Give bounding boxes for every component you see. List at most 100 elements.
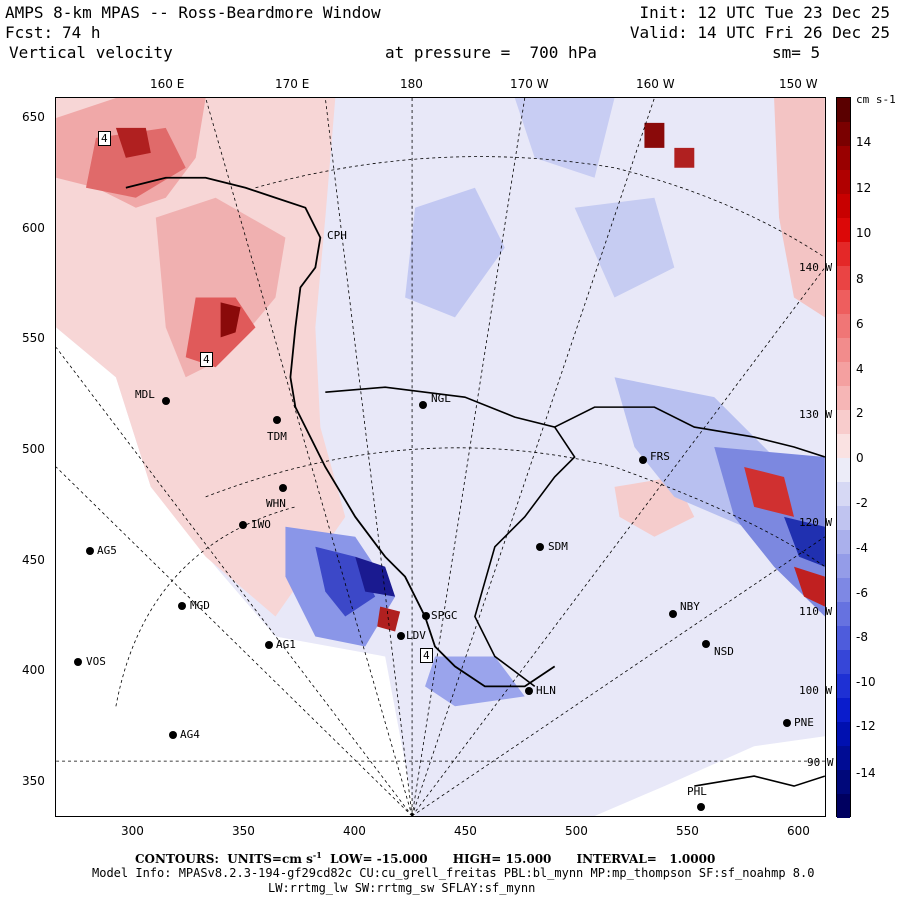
- x-tick-label: 450: [454, 824, 477, 838]
- negative-region: [425, 656, 525, 707]
- colorbar-tick-label: 4: [856, 362, 864, 376]
- positive-region: [155, 197, 286, 378]
- y-tick-label: 350: [22, 774, 45, 788]
- colorbar: [836, 97, 851, 818]
- positive-region: [674, 147, 695, 168]
- top-lon-label: 170 W: [510, 77, 549, 91]
- colorbar-segment: [837, 770, 850, 794]
- contour-label: 4: [420, 648, 433, 663]
- station-label: VOS: [86, 655, 106, 668]
- colorbar-segment: [837, 242, 850, 266]
- positive-region: [220, 302, 241, 338]
- colorbar-segment: [837, 314, 850, 338]
- colorbar-tick-label: 2: [856, 406, 864, 420]
- colorbar-segment: [837, 266, 850, 290]
- station-label: MDL: [135, 388, 155, 401]
- y-tick-label: 450: [22, 553, 45, 567]
- colorbar-tick-label: -4: [856, 541, 868, 555]
- colorbar-segment: [837, 98, 850, 122]
- interior-lon-label: 120 W: [799, 516, 833, 529]
- colorbar-segment: [837, 674, 850, 698]
- station-label: CPH: [327, 229, 347, 242]
- init-time: Init: 12 UTC Tue 23 Dec 25: [639, 3, 890, 22]
- pressure-level: at pressure = 700 hPa: [385, 43, 597, 62]
- y-tick-label: 500: [22, 442, 45, 456]
- colorbar-segment: [837, 290, 850, 314]
- interior-lon-label: 100 W: [799, 684, 833, 697]
- interior-lon-label: 140 W: [799, 261, 833, 274]
- colorbar-tick-label: 14: [856, 135, 872, 149]
- colorbar-tick-label: 10: [856, 226, 872, 240]
- colorbar-segment: [837, 650, 850, 674]
- station-marker: [279, 484, 287, 492]
- colorbar-segment: [837, 338, 850, 362]
- colorbar-segment: [837, 194, 850, 218]
- colorbar-tick-label: 12: [856, 181, 872, 195]
- map-title: AMPS 8-km MPAS -- Ross-Beardmore Window: [5, 3, 381, 22]
- colorbar-segment: [837, 794, 850, 818]
- coastline: [694, 775, 825, 787]
- colorbar-segment: [837, 722, 850, 746]
- station-marker: [169, 731, 177, 739]
- colorbar-segment: [837, 362, 850, 386]
- station-label: FRS: [650, 450, 670, 463]
- station-marker: [639, 456, 647, 464]
- colorbar-segment: [837, 698, 850, 722]
- station-marker: [239, 521, 247, 529]
- colorbar-segment: [837, 170, 850, 194]
- model-info-physics: LW:rrtmg_lw SW:rrtmg_sw SFLAY:sf_mynn: [268, 881, 536, 895]
- colorbar-segment: [837, 530, 850, 554]
- station-marker: [697, 803, 705, 811]
- forecast-hour: 74 h: [62, 23, 101, 42]
- colorbar-tick-label: 8: [856, 272, 864, 286]
- station-label: NSD: [714, 645, 734, 658]
- positive-region: [744, 466, 795, 517]
- colorbar-tick-label: -14: [856, 766, 876, 780]
- station-label: AG5: [97, 544, 117, 557]
- x-tick-label: 300: [121, 824, 144, 838]
- station-marker: [525, 687, 533, 695]
- negative-region: [405, 187, 505, 318]
- station-label: LDV: [406, 629, 426, 642]
- positive-region: [794, 566, 825, 607]
- station-label: SPGC: [431, 609, 458, 622]
- station-marker: [178, 602, 186, 610]
- forecast-label: Fcst:: [5, 23, 54, 42]
- top-lon-label: 160 W: [636, 77, 675, 91]
- colorbar-segment: [837, 746, 850, 770]
- colorbar-segment: [837, 482, 850, 506]
- station-marker: [702, 640, 710, 648]
- station-label: AG1: [276, 638, 296, 651]
- x-tick-label: 400: [343, 824, 366, 838]
- interior-lon-label: 130 W: [799, 408, 833, 421]
- negative-region: [514, 98, 615, 178]
- y-tick-label: 650: [22, 110, 45, 124]
- station-marker: [783, 719, 791, 727]
- top-lon-label: 150 W: [779, 77, 818, 91]
- colorbar-tick-label: -8: [856, 630, 868, 644]
- station-label: NBY: [680, 600, 700, 613]
- station-marker: [265, 641, 273, 649]
- station-marker: [86, 547, 94, 555]
- colorbar-units: cm s-1: [856, 93, 896, 106]
- station-marker: [74, 658, 82, 666]
- station-label: HLN: [536, 684, 556, 697]
- colorbar-segment: [837, 578, 850, 602]
- contour-units-exponent: -1: [312, 850, 322, 860]
- positive-region: [644, 122, 665, 148]
- station-marker: [397, 632, 405, 640]
- model-info: Model Info: MPASv8.2.3-194-gf29cd82c CU:…: [92, 866, 815, 880]
- colorbar-segment: [837, 146, 850, 170]
- x-tick-label: 350: [232, 824, 255, 838]
- station-label: SDM: [548, 540, 568, 553]
- colorbar-segment: [837, 122, 850, 146]
- no-data-region: [56, 327, 416, 816]
- positive-region: [85, 127, 186, 198]
- map-panel: 4 4 4 CPH MDL NGL TDM FRS WHN IWO AG5 SD…: [55, 97, 834, 817]
- colorbar-tick-label: -12: [856, 719, 876, 733]
- y-tick-label: 550: [22, 331, 45, 345]
- station-label: MGD: [190, 599, 210, 612]
- colorbar-segment: [837, 434, 850, 458]
- top-lon-label: 180: [400, 77, 423, 91]
- x-tick-label: 600: [787, 824, 810, 838]
